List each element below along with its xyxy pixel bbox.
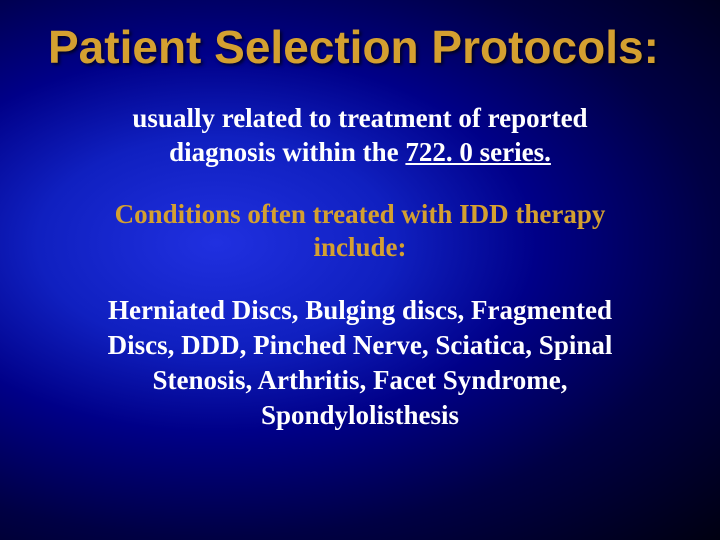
para1-underlined: 722. 0 series. (405, 137, 550, 167)
paragraph-conditions-heading: Conditions often treated with IDD therap… (68, 198, 652, 266)
paragraph-conditions-list: Herniated Discs, Bulging discs, Fragment… (68, 293, 652, 433)
slide-content: usually related to treatment of reported… (40, 102, 680, 433)
slide-container: Patient Selection Protocols: usually rel… (0, 0, 720, 540)
paragraph-diagnosis: usually related to treatment of reported… (68, 102, 652, 170)
slide-title: Patient Selection Protocols: (48, 20, 680, 74)
